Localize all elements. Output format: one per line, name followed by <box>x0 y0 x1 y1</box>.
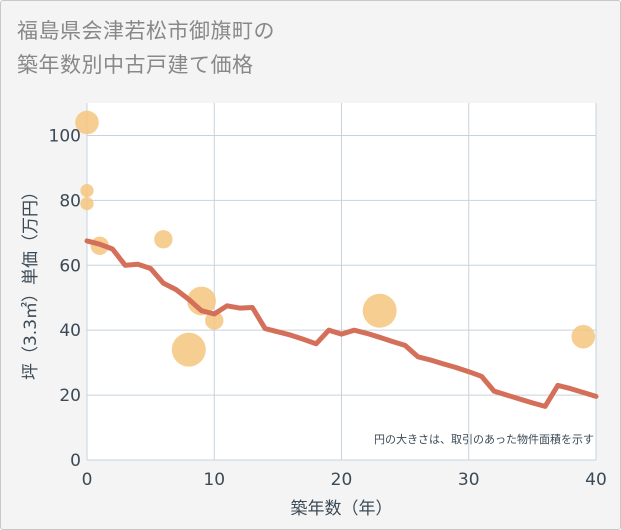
bubble-point <box>171 332 206 367</box>
tick-labels: 0 10 20 30 40 0 20 40 60 80 100 <box>49 126 607 490</box>
bubble-point <box>205 311 224 330</box>
y-tick-label: 60 <box>59 256 81 276</box>
bubble-point <box>187 286 216 316</box>
x-tick-label: 20 <box>331 470 353 490</box>
y-tick-label: 40 <box>59 321 81 341</box>
y-tick-label: 80 <box>59 191 81 211</box>
average-price-line <box>84 238 599 409</box>
x-axis-label: 築年数（年） <box>291 499 393 519</box>
y-tick-label: 0 <box>70 451 81 471</box>
bubble-point <box>571 324 596 349</box>
x-tick-label: 40 <box>585 470 607 490</box>
x-tick-label: 10 <box>203 470 225 490</box>
bubble-series <box>75 110 596 367</box>
y-tick-label: 100 <box>49 126 81 146</box>
size-annotation: 円の大きさは、取引のあった物件面積を示す <box>374 432 594 446</box>
x-tick-label: 30 <box>458 470 480 490</box>
x-tick-label: 0 <box>82 470 93 490</box>
bubble-point <box>75 110 99 135</box>
bubble-point <box>80 197 94 211</box>
bubble-point <box>80 184 94 198</box>
bubble-point <box>362 293 397 328</box>
y-tick-label: 20 <box>59 386 81 406</box>
y-axis-label: 坪（3.3㎡）単価（万円） <box>21 183 41 380</box>
chart-title-line1: 福島県会津若松市御旗町の <box>17 19 275 43</box>
chart-title: 福島県会津若松市御旗町の 築年数別中古戸建て価格 <box>17 14 275 82</box>
chart-title-line2: 築年数別中古戸建て価格 <box>17 53 254 77</box>
bubble-point <box>154 230 173 249</box>
